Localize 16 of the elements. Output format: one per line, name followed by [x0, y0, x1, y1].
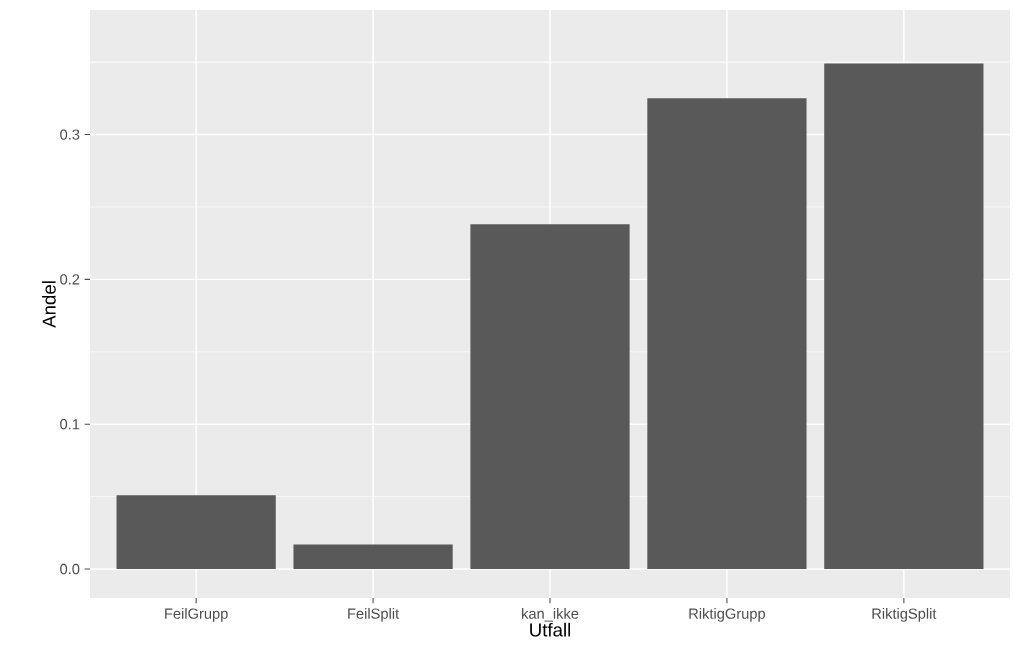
x-tick-label: FeilGrupp	[165, 608, 228, 622]
bar	[647, 98, 807, 570]
x-tick-label: FeilSplit	[348, 608, 400, 622]
x-tick-label: RiktigGrupp	[689, 608, 766, 622]
y-axis-title: Andel	[42, 281, 56, 328]
y-tick-label: 0.0	[60, 563, 80, 575]
bar	[470, 224, 630, 570]
bar	[824, 63, 984, 570]
x-tick-label: RiktigSplit	[872, 608, 937, 622]
x-tick-label: kan_ikke	[522, 608, 579, 622]
x-axis-title: Utfall	[530, 622, 571, 637]
bar	[293, 544, 453, 570]
y-tick-label: 0.1	[60, 419, 80, 430]
bar	[116, 495, 276, 570]
y-tick-label: 0.2	[60, 274, 80, 285]
y-tick-label: 0.3	[60, 129, 80, 140]
